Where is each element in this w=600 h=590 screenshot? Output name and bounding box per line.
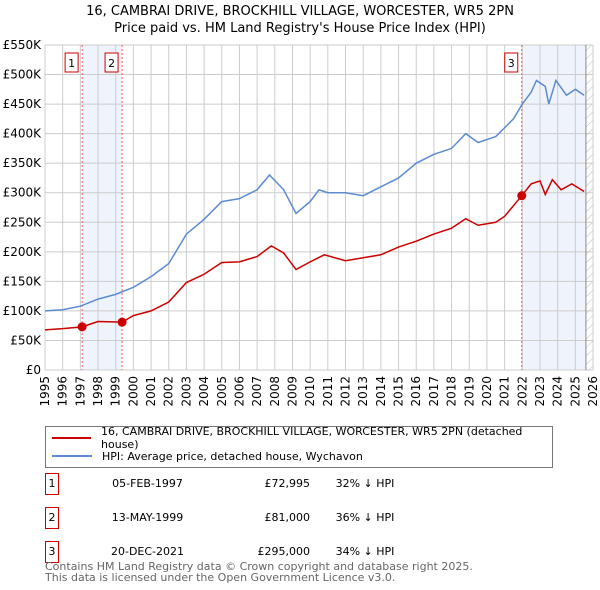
x-tick-label: 2008 <box>268 376 282 407</box>
x-tick-label: 2002 <box>162 376 176 407</box>
legend: 16, CAMBRAI DRIVE, BROCKHILL VILLAGE, WO… <box>45 425 553 468</box>
legend-item-property: 16, CAMBRAI DRIVE, BROCKHILL VILLAGE, WO… <box>52 425 552 451</box>
price: £72,995 <box>264 477 311 490</box>
x-tick-label: 2026 <box>586 376 600 407</box>
price: £81,000 <box>264 511 311 524</box>
x-tick-label: 2025 <box>568 376 582 407</box>
x-tick-label: 2004 <box>197 376 211 407</box>
marker-badge: 1 <box>45 473 59 495</box>
marker-badge: 2 <box>45 507 59 529</box>
y-tick-label: £250K <box>3 215 43 229</box>
sale-label-box <box>104 52 119 73</box>
x-tick-label: 2009 <box>285 376 299 407</box>
x-tick-label: 1996 <box>56 376 70 407</box>
marker-badge: 3 <box>45 541 59 563</box>
sale-label-box <box>504 52 519 73</box>
y-tick-label: £0 <box>26 363 41 377</box>
sale-label-box <box>64 52 79 73</box>
x-tick-label: 2017 <box>427 376 441 407</box>
forecast-hatch <box>585 45 593 370</box>
legend-swatch <box>52 455 92 457</box>
y-tick-label: £100K <box>3 304 43 318</box>
chart-subtitle: Price paid vs. HM Land Registry's House … <box>114 21 486 36</box>
legend-label: 16, CAMBRAI DRIVE, BROCKHILL VILLAGE, WO… <box>101 425 523 451</box>
x-tick-label: 1995 <box>38 376 52 407</box>
y-tick-label: £550K <box>3 38 43 52</box>
sale-label: 1 <box>68 57 75 70</box>
x-tick-label: 2021 <box>498 376 512 407</box>
y-tick-label: £500K <box>3 68 43 82</box>
legend-item-hpi: HPI: Average price, detached house, Wych… <box>52 448 363 464</box>
x-tick-label: 2011 <box>321 376 335 407</box>
x-tick-label: 2010 <box>303 376 317 407</box>
x-tick-label: 2023 <box>533 376 547 407</box>
x-tick-label: 2015 <box>392 376 406 407</box>
sale-label: 2 <box>108 57 115 70</box>
x-tick-label: 2000 <box>126 376 140 407</box>
x-tick-label: 2006 <box>232 376 246 407</box>
hpi-diff: 32% ↓ HPI <box>335 477 395 490</box>
series-line <box>44 78 585 312</box>
x-tick-label: 2020 <box>480 376 494 407</box>
x-tick-label: 1997 <box>73 376 87 407</box>
x-tick-label: 2013 <box>356 376 370 407</box>
y-tick-label: £50K <box>10 333 42 347</box>
price: £295,000 <box>257 545 311 558</box>
footer-licence: This data is licensed under the Open Gov… <box>45 571 396 584</box>
x-tick-label: 2018 <box>445 376 459 407</box>
chart-title: 16, CAMBRAI DRIVE, BROCKHILL VILLAGE, WO… <box>86 4 514 19</box>
date: 20-DEC-2021 <box>110 545 185 558</box>
y-tick-label: £350K <box>3 156 43 170</box>
y-tick-label: £450K <box>3 97 43 111</box>
price-chart: 1995 1996 1997 1998 1999 2000 2001 2002 2003 2004… <box>3 38 600 407</box>
legend-swatch <box>52 437 92 439</box>
x-tick-label: 2005 <box>215 376 229 407</box>
sale-point <box>517 191 527 201</box>
legend-label: HPI: Average price, detached house, Wych… <box>102 449 363 463</box>
x-tick-label: 2007 <box>250 376 264 407</box>
series-line <box>44 178 585 331</box>
x-tick-label: 2001 <box>144 376 158 407</box>
hpi-diff: 34% ↓ HPI <box>335 545 395 558</box>
x-tick-label: 2022 <box>515 376 529 407</box>
x-tick-label: 2014 <box>374 376 388 407</box>
x-tick-label: 2019 <box>462 376 476 407</box>
sale-point <box>117 317 127 327</box>
date: 05-FEB-1997 <box>112 477 183 490</box>
x-tick-label: 1998 <box>91 376 105 407</box>
hpi-diff: 36% ↓ HPI <box>335 511 395 524</box>
y-tick-label: £150K <box>3 274 43 288</box>
x-tick-label: 2016 <box>409 376 423 407</box>
sale-label: 3 <box>508 57 515 70</box>
footer-copyright: Contains HM Land Registry data © Crown c… <box>45 560 473 573</box>
date: 13-MAY-1999 <box>111 511 184 524</box>
sale-point <box>77 322 87 332</box>
x-tick-label: 2003 <box>179 376 193 407</box>
x-tick-label: 2012 <box>339 376 353 407</box>
y-tick-label: £400K <box>3 127 43 141</box>
shaded-period <box>521 45 586 370</box>
x-tick-label: 2024 <box>551 376 565 407</box>
y-tick-label: £200K <box>3 245 43 259</box>
x-tick-label: 1999 <box>109 376 123 407</box>
y-tick-label: £300K <box>3 186 43 200</box>
